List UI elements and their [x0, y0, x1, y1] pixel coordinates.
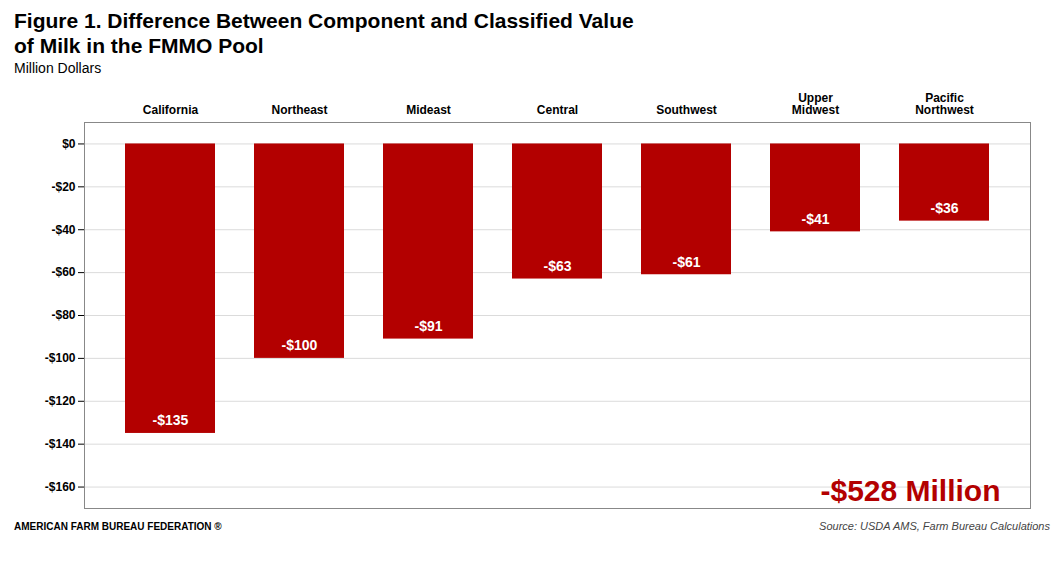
svg-text:-$40: -$40: [51, 223, 75, 237]
svg-text:-$80: -$80: [51, 309, 75, 323]
svg-text:-$100: -$100: [282, 338, 318, 354]
html-text:Source: USDA AMS, Farm Bureau: Source: USDA AMS, Farm Bureau Calculatio…: [819, 520, 1050, 533]
svg-text:-$41: -$41: [801, 211, 829, 227]
svg-text:Southwest: Southwest: [656, 103, 717, 117]
html-text:Million Dollars: Million Dollars: [14, 60, 102, 77]
svg-text:-$120: -$120: [45, 394, 76, 408]
svg-text:Northeast: Northeast: [271, 103, 327, 117]
svg-text:Mideast: Mideast: [406, 103, 451, 117]
svg-text:-$63: -$63: [543, 258, 571, 274]
svg-text:-$160: -$160: [45, 480, 76, 494]
svg-text:-$100: -$100: [45, 352, 76, 366]
svg-text:-$61: -$61: [672, 254, 700, 270]
svg-text:-$91: -$91: [414, 318, 442, 334]
html-text:Figure 1. Difference Between C: Figure 1. Difference Between Component a…: [14, 9, 634, 58]
svg-text:$0: $0: [62, 137, 76, 151]
svg-text:-$60: -$60: [51, 266, 75, 280]
html-text:AMERICAN FARM BUREAU FEDERATIO: AMERICAN FARM BUREAU FEDERATION ®: [14, 520, 222, 532]
svg-text:California: California: [143, 103, 199, 117]
svg-text:-$135: -$135: [153, 413, 189, 429]
svg-text:UpperMidwest: UpperMidwest: [792, 91, 839, 117]
svg-text:-$36: -$36: [930, 201, 958, 217]
svg-text:-$20: -$20: [51, 180, 75, 194]
svg-text:Central: Central: [537, 103, 578, 117]
svg-text:-$528 Million: -$528 Million: [820, 474, 1000, 507]
svg-text:PacificNorthwest: PacificNorthwest: [915, 91, 974, 117]
svg-text:-$140: -$140: [45, 437, 76, 451]
